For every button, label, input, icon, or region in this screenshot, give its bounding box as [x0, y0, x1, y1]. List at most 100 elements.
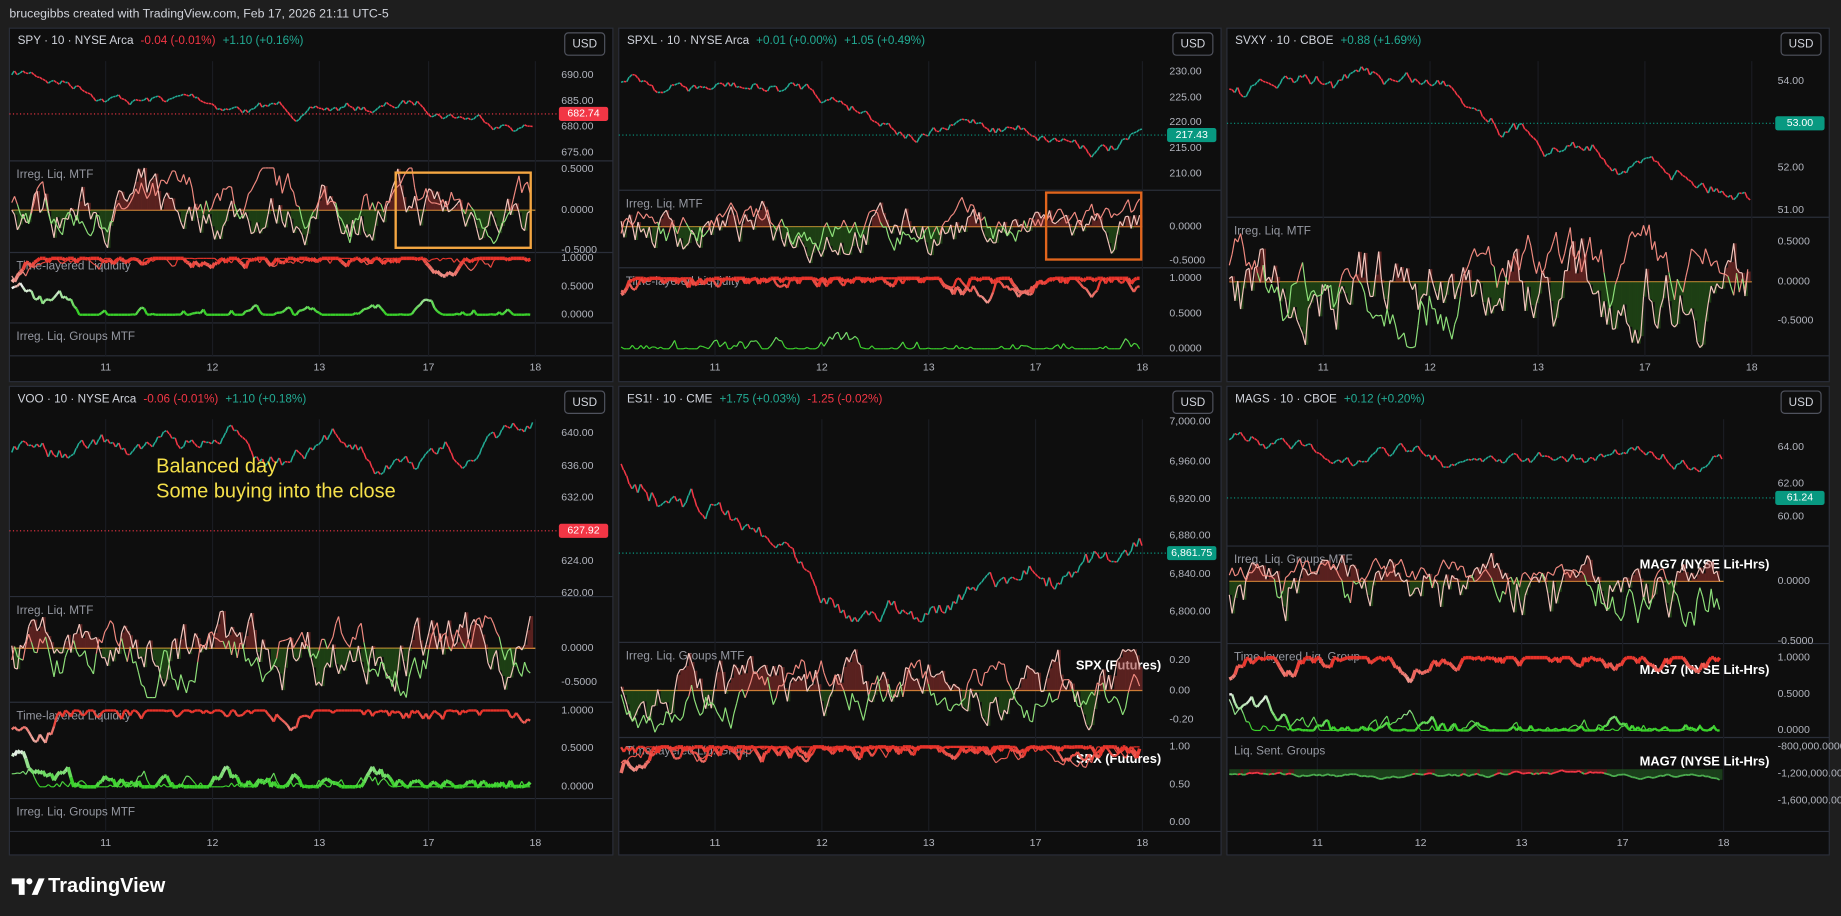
currency-button[interactable] — [564, 390, 606, 414]
currency-label[interactable]: USD — [572, 38, 597, 51]
osc-fill — [1485, 281, 1489, 316]
liquidity-line — [287, 781, 292, 788]
osc-line — [719, 213, 724, 218]
candle — [1344, 74, 1348, 79]
osc-fill — [1739, 272, 1743, 282]
candle — [944, 605, 949, 614]
osc-line — [326, 195, 331, 204]
osc-line — [467, 624, 472, 640]
osc-line — [1580, 260, 1585, 273]
pane-tick-label: -0.20 — [1169, 714, 1193, 726]
currency-label[interactable]: USD — [1181, 38, 1206, 51]
currency-label[interactable]: USD — [1181, 396, 1206, 409]
osc-fill — [442, 648, 446, 655]
candle — [766, 537, 771, 543]
candle — [1533, 137, 1537, 141]
osc-fill — [400, 185, 404, 211]
candle — [354, 106, 359, 112]
osc-fill — [194, 633, 198, 649]
osc-line — [885, 226, 890, 238]
candle — [1541, 150, 1546, 157]
liquidity-line — [233, 783, 238, 788]
osc-fill — [279, 205, 283, 211]
osc-fill — [1249, 268, 1252, 282]
osc-fill — [874, 214, 878, 227]
osc-line — [922, 229, 926, 239]
osc-line — [39, 638, 44, 644]
osc-line — [651, 216, 656, 224]
currency-button[interactable] — [1172, 32, 1214, 56]
currency-button[interactable] — [1780, 32, 1822, 56]
osc-line — [1256, 272, 1261, 283]
currency-label[interactable]: USD — [572, 396, 597, 409]
candle — [408, 100, 412, 103]
candle — [386, 101, 390, 106]
osc-line — [1307, 302, 1312, 309]
liquidity-line — [1029, 292, 1034, 296]
candle — [236, 106, 241, 110]
liquidity-line — [668, 345, 673, 350]
liquidity-line — [433, 780, 439, 787]
liquidity-line — [739, 341, 743, 343]
currency-label[interactable]: USD — [1789, 38, 1814, 51]
price-tick-label: 632.00 — [561, 492, 593, 504]
osc-line — [747, 205, 752, 211]
osc-line — [1304, 284, 1309, 302]
osc-line — [428, 188, 432, 192]
osc-line — [984, 216, 988, 228]
osc-line — [733, 207, 738, 213]
currency-button[interactable] — [564, 32, 606, 56]
osc-fill — [76, 210, 80, 221]
osc-fill — [815, 226, 819, 244]
panel-background — [618, 385, 1222, 856]
osc-line — [1239, 233, 1244, 248]
osc-fill — [1744, 281, 1748, 297]
candle — [1001, 129, 1005, 133]
osc-line — [101, 631, 106, 643]
osc-line — [146, 181, 151, 193]
candle — [129, 100, 134, 106]
liquidity-line — [61, 256, 67, 262]
candle — [733, 517, 737, 521]
osc-line — [214, 624, 219, 634]
candle — [896, 609, 901, 615]
liquidity-line — [966, 277, 973, 288]
osc-fill — [1257, 266, 1261, 282]
osc-line — [1423, 306, 1428, 326]
liquidity-line — [456, 784, 460, 787]
osc-fill — [504, 210, 508, 214]
osc-line — [360, 661, 365, 673]
osc-line — [357, 645, 362, 662]
candle — [1330, 81, 1334, 89]
liquidity-line — [481, 259, 486, 265]
candle — [631, 484, 636, 490]
price-tick-label: 675.00 — [561, 146, 593, 158]
candle — [981, 578, 985, 583]
liquidity-line — [458, 311, 464, 316]
liquidity-line — [736, 341, 740, 347]
osc-line — [397, 684, 402, 696]
osc-line — [834, 249, 839, 256]
candle — [964, 586, 968, 595]
candle — [22, 70, 26, 74]
candle — [1431, 83, 1435, 87]
osc-line — [1617, 310, 1622, 316]
candle — [430, 447, 435, 453]
liquidity-line — [1133, 342, 1137, 345]
candle — [1096, 553, 1101, 559]
candle — [755, 83, 760, 89]
candle — [885, 122, 889, 126]
osc-fill — [1668, 281, 1672, 302]
osc-fill — [1654, 281, 1658, 324]
osc-line — [135, 168, 140, 182]
candle — [637, 484, 642, 493]
liquidity-line — [211, 709, 216, 715]
liquidity-line — [31, 265, 35, 269]
candle — [28, 444, 32, 447]
osc-line — [679, 217, 684, 226]
candle — [682, 85, 686, 88]
currency-button[interactable] — [1172, 390, 1214, 414]
osc-line — [1642, 225, 1647, 236]
liquidity-line — [1097, 346, 1101, 350]
candle — [357, 446, 362, 451]
